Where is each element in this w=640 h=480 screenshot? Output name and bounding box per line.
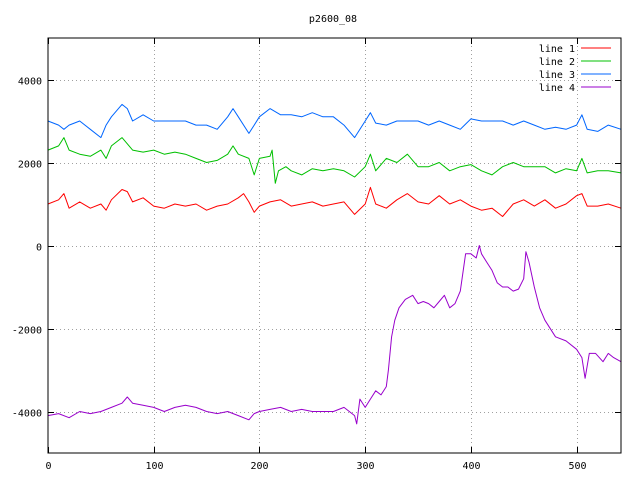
- legend-label: line 4: [539, 83, 575, 94]
- plot-frame: [47, 37, 622, 454]
- y-tick-label: 4000: [18, 77, 42, 88]
- chart-title: p2600_08: [309, 14, 357, 25]
- y-tick-label: 0: [36, 243, 42, 254]
- series-line-1: [47, 186, 622, 217]
- legend-label: line 3: [539, 70, 575, 81]
- legend-label: line 1: [539, 44, 575, 55]
- legend-label: line 2: [539, 57, 575, 68]
- legend: line 1 line 2 line 3 line 4: [539, 44, 611, 94]
- x-tick-label: 300: [356, 461, 374, 472]
- axis-ticks: 0 100 200 300 400 500 -4000 -2000 0 2000 4000: [12, 38, 621, 472]
- y-tick-label: -2000: [12, 326, 42, 337]
- series-line-3: [47, 103, 622, 139]
- x-tick-label: 400: [462, 461, 480, 472]
- x-tick-label: 200: [250, 461, 268, 472]
- series-group: [47, 103, 622, 425]
- x-tick-label: 100: [145, 461, 163, 472]
- x-tick-label: 500: [568, 461, 586, 472]
- y-tick-label: -4000: [12, 409, 42, 420]
- series-line-4: [47, 245, 622, 425]
- y-tick-label: 2000: [18, 160, 42, 171]
- grid: [48, 38, 621, 453]
- x-tick-label: 0: [45, 461, 51, 472]
- series-line-2: [47, 137, 622, 184]
